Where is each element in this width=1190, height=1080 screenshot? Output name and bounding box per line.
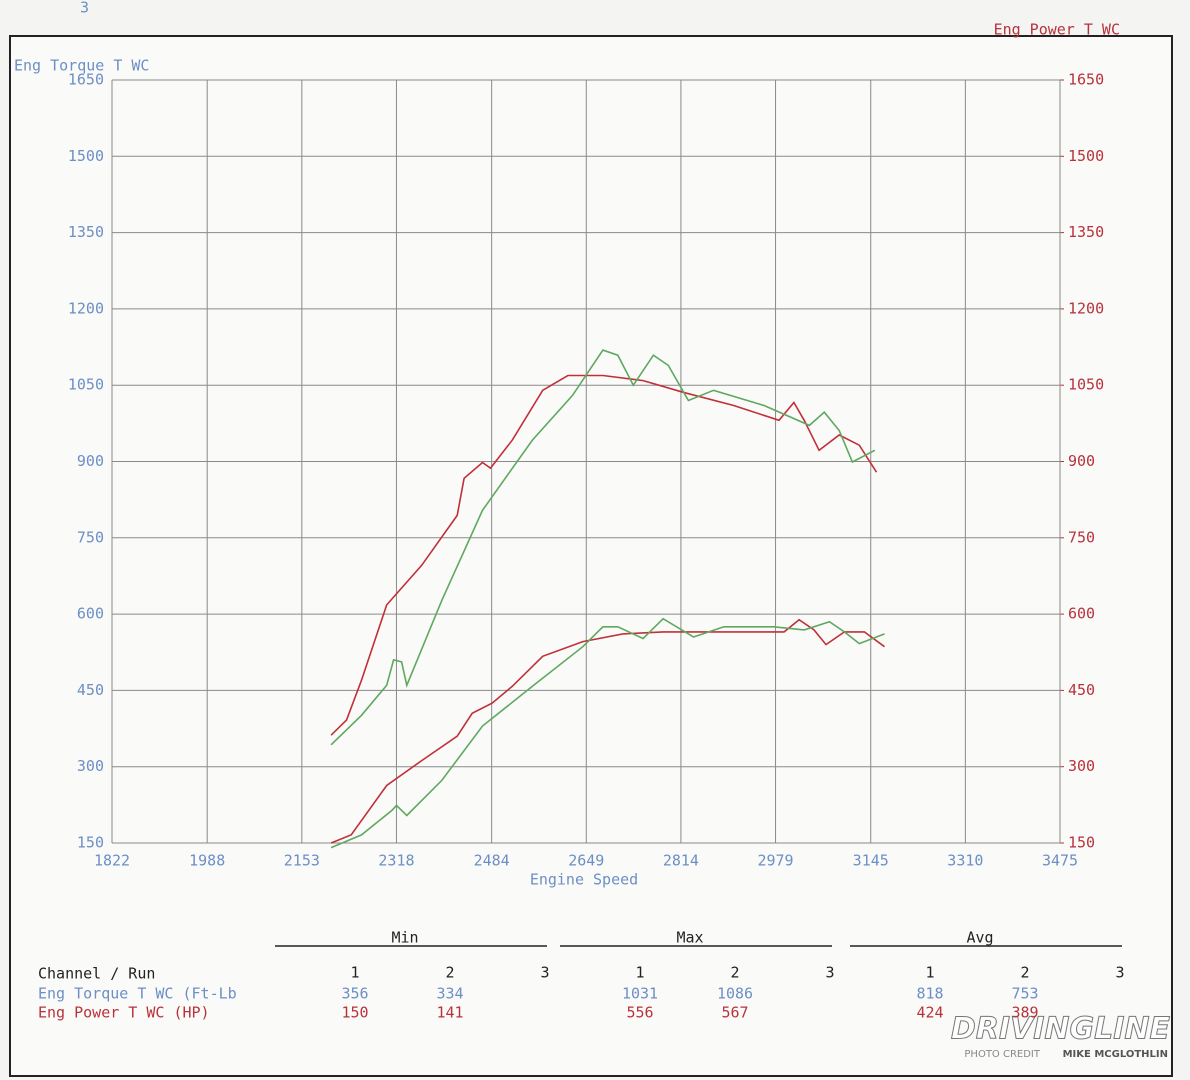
y2-tick-label: 1350 [1068, 223, 1104, 241]
table-group-header: Max [676, 929, 703, 947]
table-cell: 1086 [717, 985, 753, 1003]
run-number: 2 [730, 964, 739, 982]
run-number: 3 [1115, 964, 1124, 982]
y2-tick-label: 1050 [1068, 376, 1104, 394]
y-tick-label: 1050 [68, 376, 104, 394]
y-tick-label: 1200 [68, 299, 104, 317]
curve [330, 374, 878, 736]
sheet-frame [9, 35, 1173, 1077]
table-cell: 389 [1011, 1004, 1038, 1022]
y2-axis-title: Eng Power T WC [994, 21, 1120, 39]
x-axis-title: Engine Speed [530, 871, 638, 889]
run-number: 3 [540, 964, 549, 982]
x-tick-label: 1822 [94, 852, 130, 870]
table-cell: 1031 [622, 985, 658, 1003]
y-tick-label: 300 [77, 757, 104, 775]
y2-tick-label: 750 [1068, 528, 1095, 546]
run-number: 2 [1020, 964, 1029, 982]
y-tick-label: 600 [77, 605, 104, 623]
channel-label: Eng Power T WC (HP) [38, 1004, 210, 1022]
curve [330, 349, 876, 746]
run-number: 1 [925, 964, 934, 982]
x-tick-label: 2153 [284, 852, 320, 870]
y2-tick-label: 150 [1068, 834, 1095, 852]
x-tick-label: 2649 [568, 852, 604, 870]
table-cell: 818 [916, 985, 943, 1003]
watermark-brand: DRIVINGLINE [951, 1012, 1171, 1047]
x-tick-label: 3310 [947, 852, 983, 870]
table-cell: 150 [341, 1004, 368, 1022]
channel-header: Channel / Run [38, 965, 155, 983]
y-tick-label: 1350 [68, 223, 104, 241]
y2-tick-label: 1650 [1068, 71, 1104, 89]
run-number: 2 [445, 964, 454, 982]
x-tick-label: 3145 [853, 852, 889, 870]
run-number: 1 [350, 964, 359, 982]
y-tick-label: 750 [77, 528, 104, 546]
y2-tick-label: 900 [1068, 452, 1095, 470]
table-cell: 753 [1011, 985, 1038, 1003]
table-group-header: Min [391, 929, 418, 947]
run-number: 3 [825, 964, 834, 982]
y-tick-label: 450 [77, 681, 104, 699]
y2-tick-label: 1500 [1068, 147, 1104, 165]
curve [330, 618, 885, 844]
run-number: 1 [635, 964, 644, 982]
x-tick-label: 2814 [663, 852, 699, 870]
table-cell: 356 [341, 985, 368, 1003]
table-group-header: Avg [966, 929, 993, 947]
y-tick-label: 150 [77, 834, 104, 852]
y-axis-title: Eng Torque T WC [14, 57, 149, 75]
watermark-credit: PHOTO CREDIT [964, 1049, 1040, 1060]
y-tick-label: 1500 [68, 147, 104, 165]
x-tick-label: 1988 [189, 852, 225, 870]
table-cell: 334 [436, 985, 463, 1003]
y2-tick-label: 450 [1068, 681, 1095, 699]
x-tick-label: 2318 [378, 852, 414, 870]
table-cell: 424 [916, 1004, 943, 1022]
y-tick-label: 900 [77, 452, 104, 470]
x-tick-label: 3475 [1042, 852, 1078, 870]
page-number: 3 [80, 0, 89, 17]
y-tick-label: 1650 [68, 71, 104, 89]
channel-label: Eng Torque T WC (Ft-Lb [38, 985, 237, 1003]
curve [330, 617, 885, 849]
y2-tick-label: 300 [1068, 757, 1095, 775]
table-cell: 141 [436, 1004, 463, 1022]
y2-tick-label: 600 [1068, 605, 1095, 623]
x-tick-label: 2484 [474, 852, 510, 870]
table-cell: 556 [626, 1004, 653, 1022]
x-tick-label: 2979 [757, 852, 793, 870]
watermark-photographer: MIKE MCGLOTHLIN [1063, 1049, 1168, 1060]
y2-tick-label: 1200 [1068, 299, 1104, 317]
table-cell: 567 [721, 1004, 748, 1022]
